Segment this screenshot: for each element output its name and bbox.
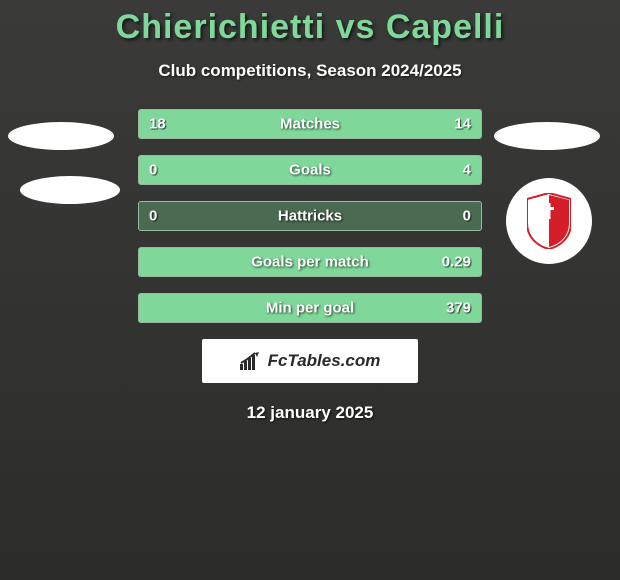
page-subtitle: Club competitions, Season 2024/2025 xyxy=(0,61,620,81)
shield-icon xyxy=(527,193,571,249)
stat-value-right: 379 xyxy=(446,300,471,317)
stat-value-left: 0 xyxy=(149,208,157,225)
stat-label: Goals xyxy=(289,162,331,179)
chart-bars-icon xyxy=(240,352,262,370)
date-label: 12 january 2025 xyxy=(0,403,620,423)
stat-row: 18 14 Matches xyxy=(138,109,482,139)
stat-value-right: 4 xyxy=(463,162,471,179)
stat-value-left: 0 xyxy=(149,162,157,179)
watermark-text: FcTables.com xyxy=(268,351,381,371)
player-photo-placeholder-left-2 xyxy=(20,176,120,204)
club-logo-right xyxy=(506,178,592,264)
stat-row: 0 4 Goals xyxy=(138,155,482,185)
stat-label: Goals per match xyxy=(251,254,369,271)
stat-value-right: 0.29 xyxy=(442,254,471,271)
watermark: FcTables.com xyxy=(202,339,418,383)
stat-label: Min per goal xyxy=(266,300,354,317)
stat-row: 0 0 Hattricks xyxy=(138,201,482,231)
stat-label: Matches xyxy=(280,116,340,133)
stat-row: 379 Min per goal xyxy=(138,293,482,323)
stat-value-right: 0 xyxy=(463,208,471,225)
stat-value-left: 18 xyxy=(149,116,166,133)
stat-label: Hattricks xyxy=(278,208,342,225)
stat-value-right: 14 xyxy=(454,116,471,133)
page-title: Chierichietti vs Capelli xyxy=(0,0,620,47)
player-photo-placeholder-right xyxy=(494,122,600,150)
player-photo-placeholder-left-1 xyxy=(8,122,114,150)
stat-row: 0.29 Goals per match xyxy=(138,247,482,277)
